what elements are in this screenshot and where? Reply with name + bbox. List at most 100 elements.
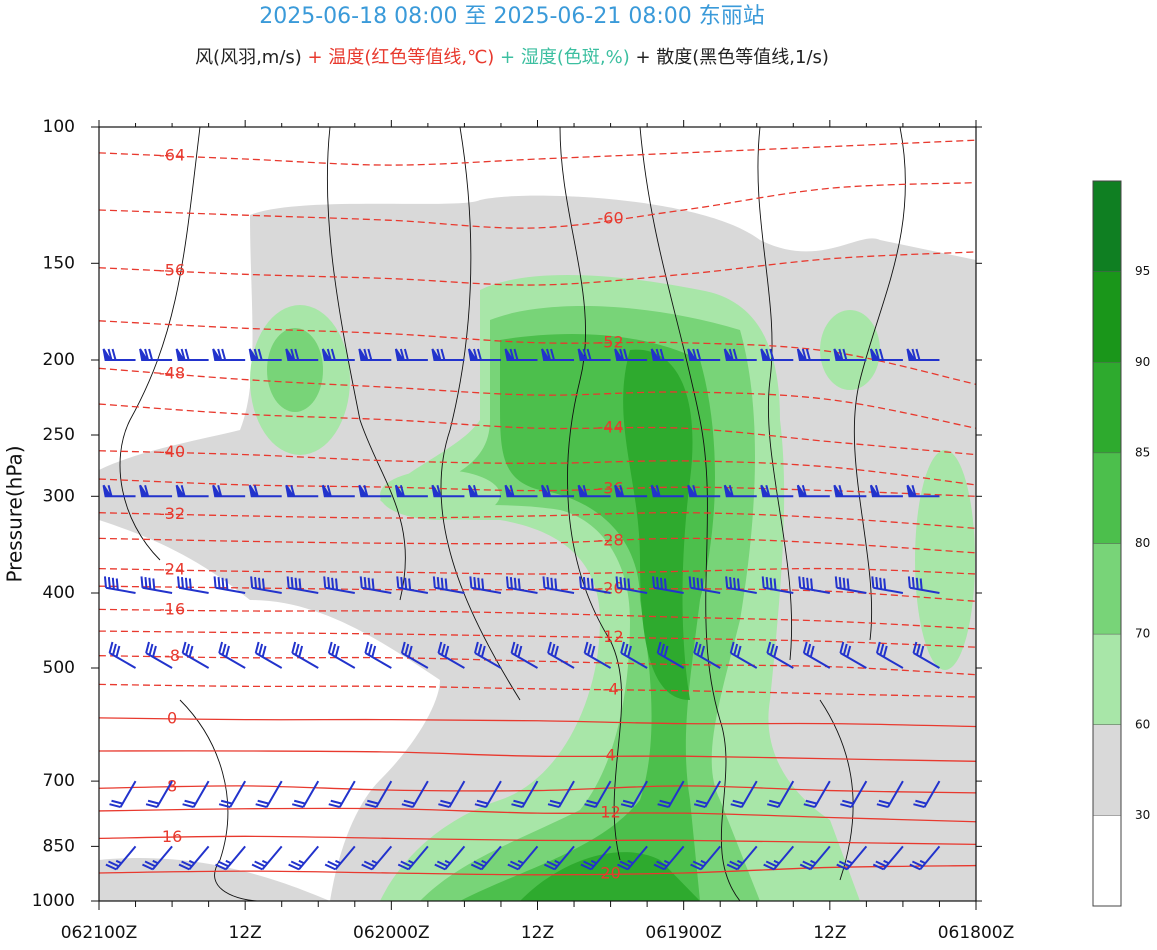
wind-barb: [912, 641, 940, 669]
humidity-region: [623, 349, 693, 700]
isotherm-label: -48: [159, 363, 185, 382]
wind-barb: [212, 484, 246, 498]
wind-barb: [763, 845, 795, 871]
colorbar-label: 70: [1135, 627, 1150, 641]
isotherm: [99, 181, 976, 229]
colorbar-label: 80: [1135, 536, 1150, 550]
isotherm-label: 8: [167, 777, 177, 796]
wind-barb: [796, 484, 830, 498]
wind-barb: [690, 845, 721, 871]
isotherm-label: -52: [598, 332, 624, 351]
wind-barb: [541, 348, 575, 361]
isotherm: [99, 683, 976, 698]
wind-barb: [359, 576, 392, 594]
wind-barb: [834, 576, 867, 594]
subtitle-part: + 散度(黑色等值线,1/s): [630, 47, 829, 68]
wind-barb: [255, 780, 283, 809]
wind-barb: [547, 641, 575, 669]
wind-barb: [799, 845, 831, 871]
wind-barb: [321, 484, 355, 498]
y-tick-label: 150: [43, 253, 75, 273]
wind-barb: [615, 576, 648, 594]
isotherm-label: -16: [159, 600, 185, 619]
subtitle-part: + 温度(红色等值线,℃): [302, 47, 495, 68]
isotherm-label: -32: [159, 504, 185, 523]
wind-barb: [182, 780, 210, 809]
colorbar-segment: [1093, 724, 1121, 816]
wind-barb: [470, 845, 502, 871]
wind-barb: [140, 576, 173, 594]
wind-barb: [511, 780, 539, 809]
humidity-region: [820, 310, 880, 390]
divergence-contours: [119, 127, 906, 901]
wind-barb: [723, 484, 757, 498]
wind-barb: [580, 845, 612, 871]
wind-barb: [291, 641, 319, 669]
wind-barb: [361, 845, 393, 871]
wind-barb: [907, 576, 940, 594]
isotherm: [99, 608, 976, 630]
wind-barb: [542, 576, 575, 594]
wind-barb: [467, 348, 501, 361]
wind-barb: [909, 845, 941, 871]
wind-barb: [803, 780, 831, 809]
wind-barb: [876, 780, 904, 809]
wind-barb: [656, 641, 685, 669]
wind-barb: [833, 348, 867, 361]
wind-barb: [541, 484, 575, 498]
y-tick-label: 200: [43, 350, 75, 370]
wind-barb: [394, 484, 428, 498]
wind-barb: [614, 484, 648, 498]
wind-barb: [840, 780, 868, 809]
colorbar-segment: [1093, 815, 1121, 906]
isotherm: [99, 320, 976, 385]
colorbar-segment: [1093, 181, 1121, 272]
wind-barb: [507, 845, 539, 871]
wind-barb: [474, 780, 502, 809]
wind-barb: [105, 845, 137, 871]
wind-barb: [145, 780, 173, 809]
wind-barb: [547, 780, 575, 809]
wind-barb: [871, 576, 904, 594]
humidity-region: [915, 450, 975, 670]
isotherm: [99, 139, 976, 166]
isotherm-label: -28: [598, 530, 624, 549]
isotherm: [99, 403, 976, 456]
wind-barb: [872, 845, 904, 871]
wind-barb: [693, 641, 721, 669]
isotherm: [99, 655, 976, 676]
isotherm-label: 0: [167, 708, 177, 727]
wind-barb: [504, 348, 538, 361]
x-tick-label: 062100Z: [61, 923, 138, 943]
wind-barb: [396, 576, 429, 594]
isotherm-label: -8: [164, 646, 180, 665]
isotherm: [99, 785, 976, 794]
wind-barb: [836, 845, 868, 871]
x-tick-label: 061800Z: [938, 923, 1015, 943]
wind-barb: [583, 641, 612, 669]
wind-barb: [358, 348, 392, 361]
isotherm-label: -60: [598, 208, 624, 227]
wind-barb: [323, 576, 355, 594]
wind-barb: [321, 348, 355, 361]
humidity-region: [267, 328, 323, 412]
wind-barb: [687, 484, 721, 498]
wind-barb: [906, 484, 940, 498]
y-tick-label: 850: [43, 836, 75, 856]
wind-barb: [438, 780, 466, 809]
wind-barb: [365, 780, 393, 809]
wind-barb: [726, 845, 758, 871]
wind-barb: [693, 780, 722, 809]
wind-barb: [142, 845, 173, 871]
isotherm-label: -40: [159, 442, 185, 461]
wind-barb: [688, 576, 721, 594]
y-tick-label: 400: [43, 583, 75, 603]
wind-barb: [108, 641, 137, 669]
wind-barb: [833, 484, 867, 498]
isotherm-label: -44: [598, 418, 624, 437]
wind-barb: [474, 641, 502, 669]
wind-barb: [394, 348, 428, 361]
x-tick-label: 12Z: [813, 923, 846, 943]
wind-barb: [248, 484, 282, 498]
